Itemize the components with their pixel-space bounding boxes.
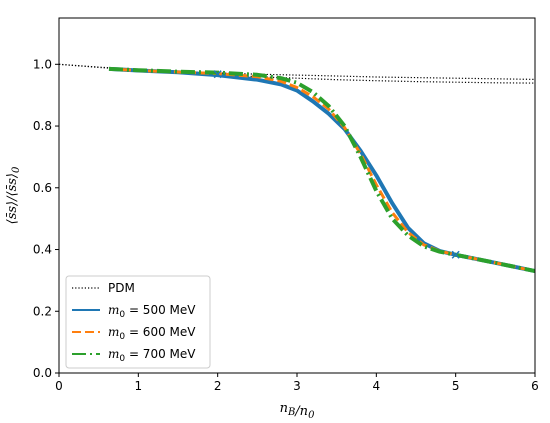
legend: PDM m0 = 500 MeV m0 = 600 MeV m0 = 700 MeV — [65, 275, 211, 369]
x-tick-label: 4 — [373, 379, 381, 393]
y-tick-label: 0.2 — [33, 304, 52, 318]
y-tick-label: 0.4 — [33, 243, 52, 257]
x-tick-label: 5 — [452, 379, 460, 393]
y-tick-label: 0.8 — [33, 119, 52, 133]
x-tick-label: 0 — [55, 379, 63, 393]
ticks-layer: 0 1 2 3 4 5 6 0.0 0.2 0.4 0.6 0.8 1.0 — [33, 57, 539, 393]
series-line-1 — [58, 63, 536, 84]
x-axis-label: nB/n0 — [280, 401, 316, 421]
legend-label: PDM — [108, 281, 135, 295]
legend-label: m0 = 500 MeV — [108, 303, 196, 320]
legend-box — [65, 275, 211, 369]
x-tick-label: 1 — [135, 379, 143, 393]
y-tick-label: 0.0 — [33, 366, 52, 380]
y-tick-label: 1.0 — [33, 57, 52, 71]
y-tick-label: 0.6 — [33, 181, 52, 195]
y-axis-label: ⟨s̄s⟩/⟨s̄s⟩0 — [5, 166, 22, 224]
x-tick-label: 2 — [214, 379, 222, 393]
series-line-4 — [108, 66, 536, 274]
x-marker-0 — [213, 70, 222, 79]
x-tick-label: 3 — [293, 379, 301, 393]
series-line-0 — [58, 63, 536, 80]
x-marker-1 — [451, 250, 460, 259]
x-tick-label: 6 — [531, 379, 539, 393]
legend-label: m0 = 600 MeV — [108, 325, 196, 342]
series-layer — [58, 63, 536, 274]
legend-label: m0 = 700 MeV — [108, 347, 196, 364]
